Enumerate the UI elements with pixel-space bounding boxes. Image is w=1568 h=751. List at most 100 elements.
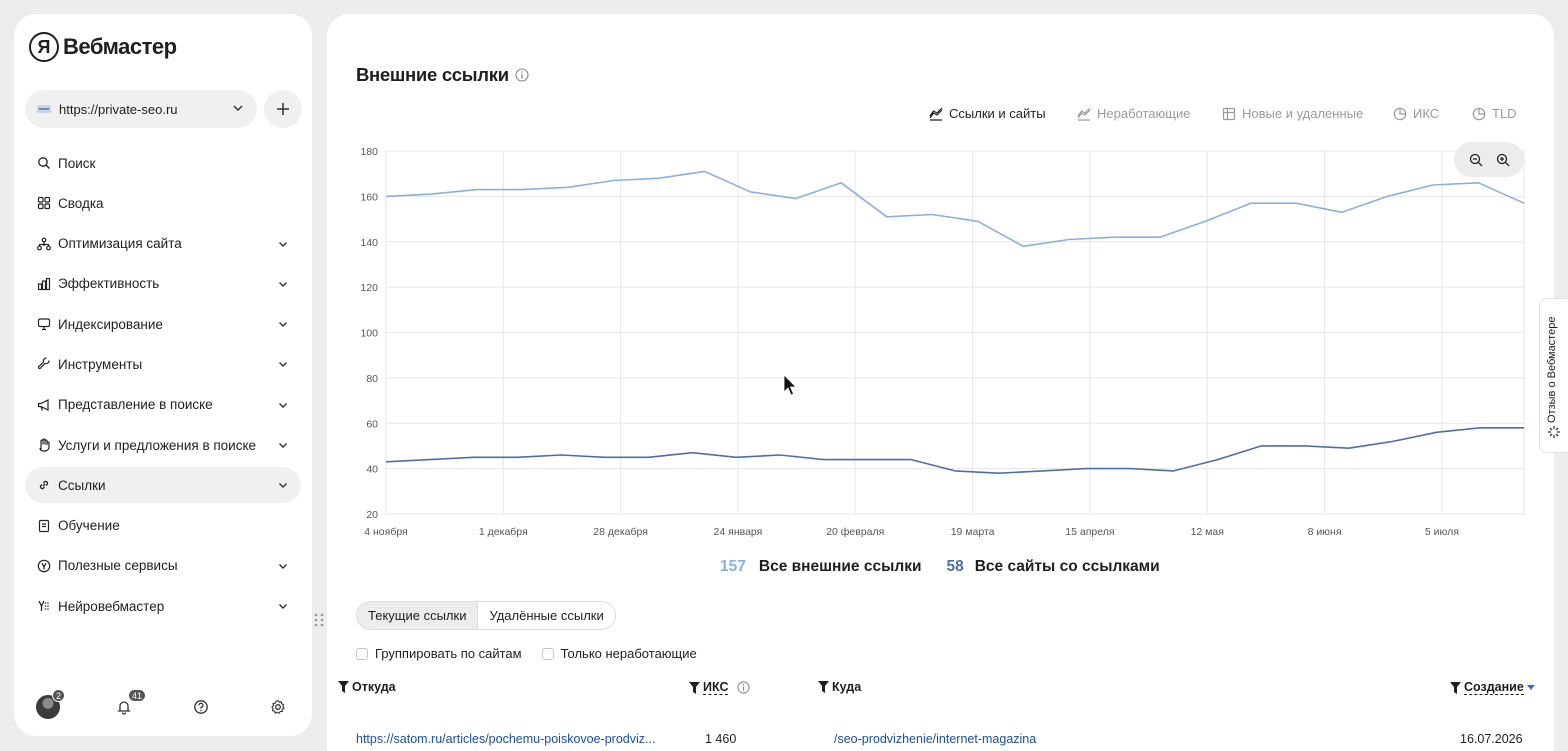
- sidebar-item-yandex-circle[interactable]: Полезные сервисы: [25, 548, 301, 584]
- column-iks-label[interactable]: ИКС: [703, 680, 729, 695]
- site-selector[interactable]: https://private-seo.ru: [25, 90, 257, 128]
- sidebar-item-label: Инструменты: [58, 356, 143, 372]
- chevron-down-icon: [233, 105, 243, 112]
- sidebar-nav: Поиск Сводка Оптимизация сайта Эффективност…: [25, 145, 301, 629]
- chart-totals: 157 Все внешние ссылки 58 Все сайты со с…: [720, 558, 1160, 576]
- series-line-1: [385, 426, 1524, 475]
- site-url: https://private-seo.ru: [59, 101, 178, 117]
- logo[interactable]: Я Вебмастер: [29, 32, 177, 62]
- filter-checkboxes: Группировать по сайтам Только неработающ…: [356, 646, 697, 661]
- sidebar-item-bar-chart[interactable]: Эффективность: [25, 266, 301, 302]
- sidebar-item-label: Поиск: [58, 155, 96, 171]
- info-icon[interactable]: [515, 68, 529, 82]
- sidebar-item-grid[interactable]: Сводка: [25, 185, 301, 221]
- wrench-icon: [37, 357, 50, 370]
- total-links-value: 157: [720, 558, 746, 575]
- y-tick-label: 100: [360, 328, 378, 340]
- area-chart-icon: [929, 107, 943, 121]
- y-tick-label: 180: [360, 146, 378, 158]
- chart-tab-1[interactable]: Неработающие: [1077, 106, 1190, 121]
- main-content: Внешние ссылки Ссылки и сайты Неработающи…: [327, 14, 1554, 751]
- yandex-logo-icon: Я: [29, 32, 59, 62]
- y-tick-label: 80: [366, 373, 378, 385]
- links-chart: 20 40 60 80 100 120 140 160 180 4 ноября 1 декабря…: [360, 146, 1525, 538]
- sidebar-item-label: Услуги и предложения в поиске: [58, 437, 257, 453]
- mouse-cursor-icon: [783, 374, 797, 396]
- chart-tab-3[interactable]: ИКС: [1393, 106, 1439, 121]
- pie-icon: [1472, 107, 1486, 120]
- sidebar-item-link[interactable]: Ссылки: [25, 467, 301, 504]
- checkbox-box[interactable]: [541, 647, 554, 660]
- sidebar-item-book[interactable]: Обучение: [25, 508, 301, 544]
- column-iks[interactable]: ИКС: [689, 680, 751, 695]
- sidebar-item-neuro[interactable]: Нейровебмастер: [25, 588, 301, 624]
- series-line-0: [385, 170, 1525, 248]
- help-icon[interactable]: [193, 699, 209, 715]
- chevron-down-icon: [279, 563, 287, 569]
- sidebar-item-wrench[interactable]: Инструменты: [25, 346, 301, 382]
- sidebar: Я Вебмастер https://private-seo.ru Поиск…: [14, 14, 312, 736]
- row-from-link[interactable]: https://satom.ru/articles/pochemu-poisko…: [356, 732, 656, 746]
- zoom-out-icon[interactable]: [1469, 153, 1483, 167]
- hand-icon: [39, 438, 50, 452]
- only-broken-checkbox[interactable]: Только неработающие: [541, 646, 697, 661]
- y-tick-label: 60: [366, 418, 378, 430]
- table-icon: [1222, 107, 1236, 120]
- chart-tab-4[interactable]: TLD: [1472, 106, 1517, 121]
- table-header: Откуда ИКС Куда Создание: [327, 680, 1554, 700]
- segment-current-links[interactable]: Текущие ссылки: [357, 602, 478, 629]
- sidebar-item-sitemap[interactable]: Оптимизация сайта: [25, 226, 301, 262]
- notifications-badge: 41: [128, 689, 147, 702]
- column-from[interactable]: Откуда: [338, 680, 396, 694]
- yandex-circle-icon: [37, 559, 51, 573]
- sidebar-item-megaphone[interactable]: Представление в поиске: [25, 387, 301, 423]
- segment-deleted-links[interactable]: Удалённые ссылки: [477, 602, 614, 629]
- filter-icon[interactable]: [338, 681, 349, 693]
- chart-tab-label: ИКС: [1413, 106, 1440, 121]
- sidebar-item-hand[interactable]: Услуги и предложения в поиске: [25, 427, 301, 463]
- page-title: Внешние ссылки: [356, 64, 529, 86]
- feedback-label: Отзыв о Вебмастере: [1546, 316, 1558, 423]
- row-iks: 1 460: [705, 732, 737, 746]
- sidebar-item-search[interactable]: Поиск: [25, 145, 301, 181]
- sort-desc-icon[interactable]: [1526, 684, 1535, 691]
- bar-chart-icon: [37, 277, 51, 290]
- zoom-in-icon[interactable]: [1496, 153, 1510, 167]
- y-tick-label: 40: [366, 464, 378, 476]
- feedback-tab[interactable]: Отзыв о Вебмастере: [1539, 298, 1568, 453]
- sidebar-resize-handle-icon[interactable]: [313, 612, 325, 628]
- x-tick-label: 28 декабря: [593, 526, 648, 538]
- neuro-icon: [38, 600, 49, 612]
- info-icon[interactable]: [737, 681, 751, 694]
- add-site-button[interactable]: [264, 90, 302, 128]
- chart-tab-2[interactable]: Новые и удаленные: [1222, 106, 1363, 121]
- column-created[interactable]: Создание: [1450, 680, 1535, 695]
- link-icon: [39, 481, 49, 490]
- sidebar-item-monitor[interactable]: Индексирование: [25, 306, 301, 342]
- y-tick-label: 160: [360, 191, 378, 203]
- gear-icon[interactable]: [270, 699, 286, 715]
- y-tick-label: 120: [360, 282, 378, 294]
- filter-icon[interactable]: [689, 681, 700, 694]
- total-links-label: Все внешние ссылки: [758, 558, 922, 575]
- x-tick-label: 4 ноября: [364, 526, 408, 538]
- total-sites-label: Все сайты со ссылками: [974, 558, 1160, 575]
- checkbox-box[interactable]: [356, 647, 368, 660]
- grid-icon: [37, 197, 51, 210]
- chart-tab-label: Неработающие: [1097, 106, 1191, 121]
- row-to-link[interactable]: /seo-prodvizhenie/internet-magazina: [834, 732, 1037, 746]
- chevron-down-icon: [279, 281, 287, 287]
- filter-icon[interactable]: [818, 681, 829, 693]
- sidebar-footer: 2 41: [36, 689, 296, 719]
- sidebar-item-label: Ссылки: [58, 477, 106, 493]
- chart-tab-0[interactable]: Ссылки и сайты: [929, 106, 1046, 121]
- sidebar-item-label: Оптимизация сайта: [58, 236, 182, 252]
- column-to[interactable]: Куда: [818, 680, 861, 694]
- bell-icon[interactable]: [116, 699, 132, 715]
- column-created-label[interactable]: Создание: [1464, 680, 1524, 695]
- group-by-sites-checkbox[interactable]: Группировать по сайтам: [356, 646, 522, 661]
- sidebar-item-label: Сводка: [58, 195, 104, 211]
- filter-icon[interactable]: [1450, 681, 1461, 694]
- chevron-down-icon: [279, 483, 287, 489]
- chevron-down-icon: [279, 362, 287, 368]
